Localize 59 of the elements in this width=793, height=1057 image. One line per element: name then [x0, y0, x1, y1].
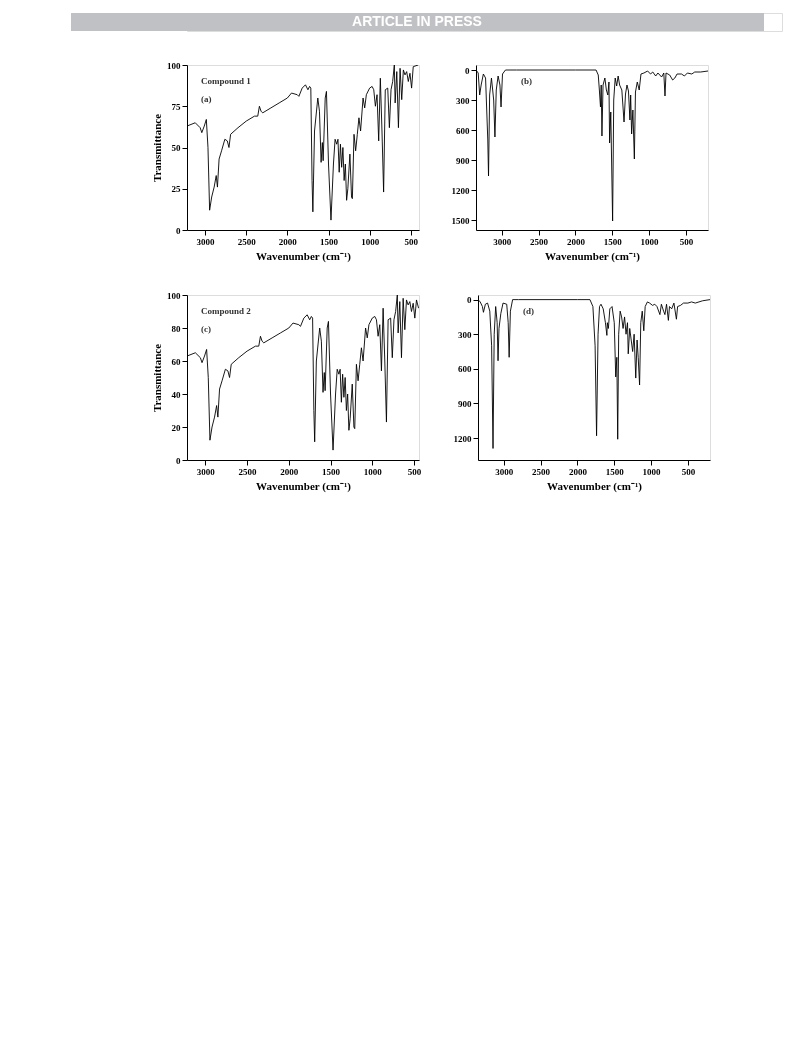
- x-axis-title: Wavenumber (cm⁻¹): [545, 249, 641, 263]
- y-tick-label: 900: [458, 398, 472, 409]
- x-tick-label: 3000: [493, 236, 512, 247]
- x-tick-label: 1000: [642, 466, 662, 477]
- y-tick-label: 900: [456, 155, 470, 166]
- x-tick-label: 2500: [237, 236, 257, 247]
- y-axis-title: Transmittance: [151, 113, 163, 183]
- x-axis-title: Wavenumber (cm⁻¹): [256, 479, 352, 493]
- y-tick-label: 300: [458, 329, 472, 340]
- x-tick-label: 500: [407, 466, 422, 477]
- x-tick-label: 1000: [640, 236, 660, 247]
- text: ARTICLE IN PRESS: [352, 13, 482, 29]
- x-tick-label: 3000: [196, 236, 216, 247]
- x-tick-label: 1500: [322, 466, 341, 477]
- y-tick-label: 25: [171, 184, 181, 195]
- x-tick-label: 2000: [568, 466, 588, 477]
- x-tick-label: 1500: [603, 236, 623, 247]
- x-tick-label: 500: [404, 236, 419, 247]
- y-axis-title: Transmittance: [151, 343, 163, 413]
- x-tick-label: 2500: [238, 466, 258, 477]
- y-tick-label: 0: [465, 65, 470, 76]
- y-tick-label: 600: [458, 364, 472, 375]
- y-tick-label: 0: [176, 225, 181, 236]
- annotation: Compound 1: [201, 76, 252, 86]
- annotation: (c): [201, 324, 211, 334]
- x-axis-title: Wavenumber (cm⁻¹): [547, 479, 643, 493]
- y-tick-label: 1200: [453, 433, 472, 444]
- y-tick-label: 80: [171, 323, 181, 334]
- y-tick-label: 60: [171, 356, 181, 367]
- y-tick-label: 75: [171, 101, 181, 112]
- x-tick-label: 1500: [605, 466, 625, 477]
- annotation: (d): [523, 306, 534, 316]
- y-tick-label: 0: [467, 295, 472, 306]
- x-tick-label: 500: [681, 466, 696, 477]
- x-tick-label: 2000: [566, 236, 586, 247]
- y-tick-label: 1200: [451, 185, 470, 196]
- x-tick-label: 1000: [361, 236, 380, 247]
- x-tick-label: 3000: [495, 466, 514, 477]
- x-tick-label: 2500: [532, 466, 551, 477]
- x-tick-label: 2000: [278, 236, 298, 247]
- y-tick-label: 40: [171, 389, 181, 400]
- x-tick-label: 1000: [363, 466, 383, 477]
- annotation: (b): [521, 76, 532, 86]
- x-tick-label: 500: [679, 236, 694, 247]
- x-axis-title: Wavenumber (cm⁻¹): [256, 249, 352, 263]
- y-tick-label: 1500: [451, 215, 470, 226]
- x-tick-label: 1500: [320, 236, 339, 247]
- y-tick-label: 100: [167, 60, 181, 71]
- y-tick-label: 600: [456, 125, 470, 136]
- y-tick-label: 0: [176, 455, 181, 466]
- x-tick-label: 2000: [280, 466, 299, 477]
- y-tick-label: 300: [456, 95, 470, 106]
- y-tick-label: 20: [171, 422, 181, 433]
- y-tick-label: 100: [167, 290, 181, 301]
- x-tick-label: 3000: [196, 466, 216, 477]
- x-tick-label: 2500: [530, 236, 549, 247]
- y-tick-label: 50: [171, 143, 181, 153]
- annotation: (a): [201, 94, 212, 104]
- annotation: Compound 2: [201, 306, 252, 316]
